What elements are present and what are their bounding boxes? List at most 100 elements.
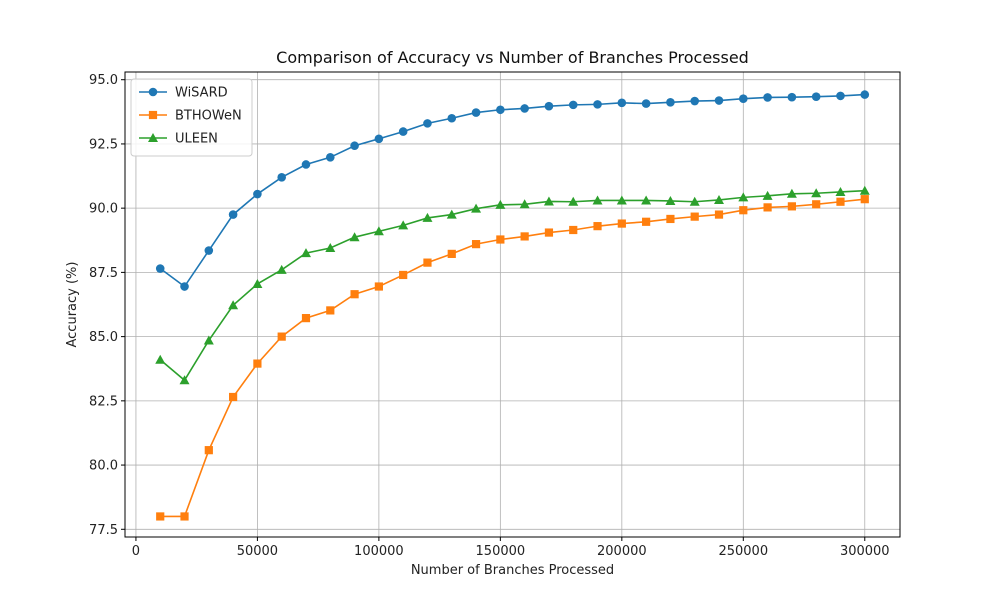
data-point-wisard — [180, 282, 189, 291]
data-point-bthowen — [374, 282, 383, 291]
data-point-bthowen — [787, 202, 796, 211]
y-tick-label: 90.0 — [89, 202, 118, 217]
data-point-wisard — [301, 160, 311, 169]
data-point-wisard — [398, 127, 408, 136]
data-point-uleen — [665, 195, 676, 205]
data-point-uleen — [228, 300, 239, 310]
data-point-uleen — [786, 188, 797, 198]
data-point-uleen — [422, 212, 433, 222]
data-point-bthowen — [642, 217, 651, 226]
data-point-uleen — [398, 220, 409, 230]
data-point-bthowen — [350, 290, 359, 299]
data-point-uleen — [179, 375, 190, 385]
data-point-bthowen — [471, 240, 481, 249]
legend-item-bthowen: BTHOWeN — [139, 109, 242, 124]
data-point-bthowen — [399, 270, 408, 280]
x-tick-label: 50000 — [237, 544, 278, 559]
legend-marker-wisard — [148, 87, 158, 97]
data-point-uleen — [616, 195, 627, 205]
data-point-bthowen — [666, 214, 675, 224]
data-point-wisard — [617, 98, 627, 108]
data-point-wisard — [496, 105, 505, 115]
data-point-bthowen — [253, 359, 262, 368]
legend-label-bthowen: BTHOWeN — [175, 109, 242, 124]
data-point-bthowen — [714, 210, 724, 219]
legend: WiSARD BTHOWeN ULEEN — [130, 78, 253, 157]
chart-title: Comparison of Accuracy vs Number of Bran… — [276, 48, 749, 67]
y-tick-label: 95.0 — [89, 73, 118, 88]
data-point-wisard — [763, 93, 772, 102]
data-point-wisard — [520, 104, 529, 113]
legend-marker-uleen — [148, 133, 158, 142]
data-point-wisard — [860, 90, 870, 99]
x-tick-label: 0 — [132, 544, 140, 559]
data-point-wisard — [690, 96, 700, 106]
data-point-wisard — [325, 152, 335, 162]
data-point-bthowen — [204, 446, 213, 455]
data-point-wisard — [374, 134, 384, 144]
data-point-uleen — [543, 196, 554, 206]
data-point-bthowen — [447, 249, 456, 258]
series-line-bthowen — [160, 198, 865, 518]
data-point-uleen — [446, 209, 457, 219]
data-point-bthowen — [496, 235, 505, 244]
data-point-wisard — [787, 92, 797, 102]
data-point-bthowen — [301, 314, 311, 323]
data-point-uleen — [325, 242, 336, 252]
data-point-bthowen — [763, 203, 772, 212]
data-point-uleen — [300, 248, 311, 258]
series-bthowen — [156, 195, 869, 521]
data-point-bthowen — [569, 225, 578, 235]
data-point-uleen — [495, 199, 506, 209]
data-point-bthowen — [739, 206, 748, 215]
data-point-bthowen — [544, 228, 554, 237]
data-point-uleen — [641, 195, 652, 205]
y-tick-label: 85.0 — [89, 330, 118, 345]
data-point-uleen — [835, 186, 846, 196]
data-point-wisard — [253, 189, 262, 199]
data-point-wisard — [204, 246, 214, 255]
data-point-uleen — [689, 196, 700, 206]
x-tick-label: 100000 — [354, 544, 404, 559]
legend-item-wisard: WiSARD — [139, 86, 228, 101]
data-point-wisard — [277, 173, 287, 182]
data-point-uleen — [592, 195, 603, 205]
data-point-uleen — [519, 199, 530, 209]
y-tick-label: 87.5 — [89, 266, 118, 281]
x-axis-title: Number of Branches Processed — [411, 563, 614, 578]
data-point-bthowen — [277, 332, 286, 341]
y-tick-label: 80.0 — [89, 459, 118, 474]
y-tick-label: 77.5 — [89, 523, 118, 538]
data-point-bthowen — [423, 258, 432, 267]
data-point-wisard — [568, 100, 578, 110]
data-point-wisard — [544, 101, 554, 111]
data-point-bthowen — [593, 222, 602, 231]
data-point-wisard — [836, 91, 845, 101]
data-point-bthowen — [520, 232, 529, 241]
legend-label-wisard: WiSARD — [175, 86, 228, 101]
y-axis-title: Accuracy (%) — [65, 262, 80, 348]
data-point-uleen — [252, 278, 263, 288]
data-point-uleen — [568, 196, 579, 206]
series-line-uleen — [159, 189, 865, 382]
data-point-uleen — [859, 185, 870, 195]
tick-layer: 0 50000 100000 150000 200000 250000 300000 77.5… — [89, 73, 890, 559]
data-point-wisard — [471, 108, 481, 117]
data-point-uleen — [714, 194, 725, 204]
y-tick-label: 92.5 — [89, 137, 118, 152]
data-point-wisard — [714, 96, 724, 105]
data-point-uleen — [276, 264, 287, 274]
data-point-wisard — [593, 100, 602, 109]
legend-label-uleen: ULEEN — [175, 132, 218, 147]
x-tick-label: 150000 — [476, 544, 526, 559]
data-point-bthowen — [836, 197, 845, 206]
data-point-bthowen — [860, 195, 869, 204]
x-tick-label: 200000 — [597, 544, 647, 559]
data-point-wisard — [811, 92, 821, 101]
x-tick-label: 250000 — [718, 544, 768, 559]
data-point-uleen — [349, 232, 360, 242]
data-point-wisard — [423, 119, 432, 128]
data-point-uleen — [738, 192, 749, 202]
